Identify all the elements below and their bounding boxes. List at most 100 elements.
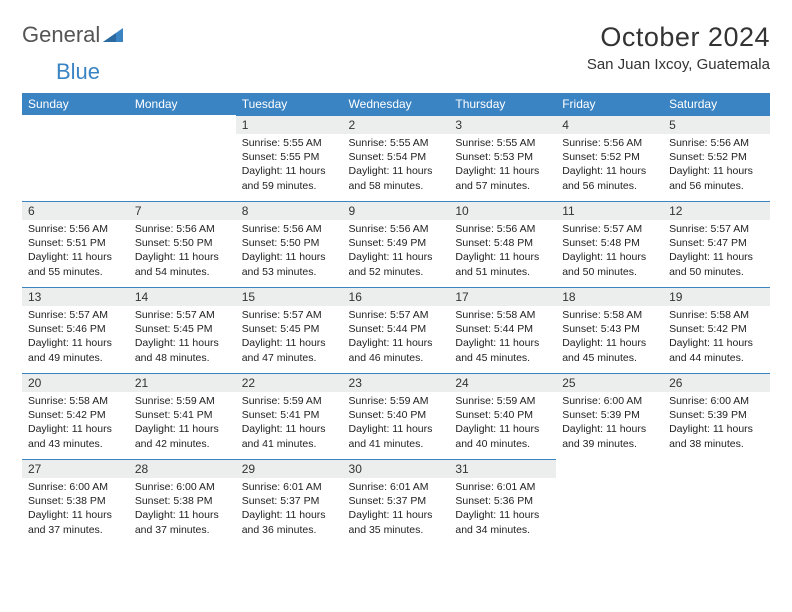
calendar-cell: 13Sunrise: 5:57 AMSunset: 5:46 PMDayligh…	[22, 287, 129, 373]
day-details: Sunrise: 5:57 AMSunset: 5:47 PMDaylight:…	[663, 220, 770, 283]
calendar-cell: 19Sunrise: 5:58 AMSunset: 5:42 PMDayligh…	[663, 287, 770, 373]
day-number: 31	[449, 459, 556, 478]
day-details: Sunrise: 5:59 AMSunset: 5:41 PMDaylight:…	[129, 392, 236, 455]
day-details: Sunrise: 6:01 AMSunset: 5:37 PMDaylight:…	[236, 478, 343, 541]
day-details: Sunrise: 5:56 AMSunset: 5:52 PMDaylight:…	[556, 134, 663, 197]
calendar-cell: 25Sunrise: 6:00 AMSunset: 5:39 PMDayligh…	[556, 373, 663, 459]
day-number: 22	[236, 373, 343, 392]
day-details: Sunrise: 5:58 AMSunset: 5:42 PMDaylight:…	[663, 306, 770, 369]
day-number: 26	[663, 373, 770, 392]
calendar-cell: .	[556, 459, 663, 545]
calendar-table: Sunday Monday Tuesday Wednesday Thursday…	[22, 93, 770, 545]
calendar-cell: 18Sunrise: 5:58 AMSunset: 5:43 PMDayligh…	[556, 287, 663, 373]
day-number: 11	[556, 201, 663, 220]
day-details: Sunrise: 6:00 AMSunset: 5:38 PMDaylight:…	[129, 478, 236, 541]
day-number: 10	[449, 201, 556, 220]
weekday-header: Sunday	[22, 93, 129, 115]
day-details: Sunrise: 5:57 AMSunset: 5:45 PMDaylight:…	[236, 306, 343, 369]
day-number: 16	[343, 287, 450, 306]
day-number: 19	[663, 287, 770, 306]
day-number: 25	[556, 373, 663, 392]
day-details: Sunrise: 5:58 AMSunset: 5:44 PMDaylight:…	[449, 306, 556, 369]
day-details: Sunrise: 6:01 AMSunset: 5:36 PMDaylight:…	[449, 478, 556, 541]
day-number: 21	[129, 373, 236, 392]
calendar-cell: 6Sunrise: 5:56 AMSunset: 5:51 PMDaylight…	[22, 201, 129, 287]
weekday-header: Friday	[556, 93, 663, 115]
day-number: 5	[663, 115, 770, 134]
weekday-header: Thursday	[449, 93, 556, 115]
calendar-cell: 21Sunrise: 5:59 AMSunset: 5:41 PMDayligh…	[129, 373, 236, 459]
day-details: Sunrise: 5:55 AMSunset: 5:53 PMDaylight:…	[449, 134, 556, 197]
calendar-cell: 12Sunrise: 5:57 AMSunset: 5:47 PMDayligh…	[663, 201, 770, 287]
calendar-cell: 7Sunrise: 5:56 AMSunset: 5:50 PMDaylight…	[129, 201, 236, 287]
day-number: 18	[556, 287, 663, 306]
day-number: 28	[129, 459, 236, 478]
weekday-header: Saturday	[663, 93, 770, 115]
day-number: 7	[129, 201, 236, 220]
calendar-cell: 14Sunrise: 5:57 AMSunset: 5:45 PMDayligh…	[129, 287, 236, 373]
brand-logo: General	[22, 22, 126, 48]
calendar-cell: .	[663, 459, 770, 545]
calendar-cell: 2Sunrise: 5:55 AMSunset: 5:54 PMDaylight…	[343, 115, 450, 201]
month-title: October 2024	[587, 22, 770, 53]
calendar-cell: 10Sunrise: 5:56 AMSunset: 5:48 PMDayligh…	[449, 201, 556, 287]
day-details: Sunrise: 5:56 AMSunset: 5:48 PMDaylight:…	[449, 220, 556, 283]
day-number: 17	[449, 287, 556, 306]
day-number: 13	[22, 287, 129, 306]
brand-text-gray: General	[22, 22, 100, 48]
weekday-header: Monday	[129, 93, 236, 115]
calendar-cell: 17Sunrise: 5:58 AMSunset: 5:44 PMDayligh…	[449, 287, 556, 373]
day-details: Sunrise: 5:58 AMSunset: 5:43 PMDaylight:…	[556, 306, 663, 369]
calendar-cell: 22Sunrise: 5:59 AMSunset: 5:41 PMDayligh…	[236, 373, 343, 459]
day-details: Sunrise: 5:59 AMSunset: 5:40 PMDaylight:…	[449, 392, 556, 455]
day-details: Sunrise: 5:55 AMSunset: 5:55 PMDaylight:…	[236, 134, 343, 197]
calendar-cell: 30Sunrise: 6:01 AMSunset: 5:37 PMDayligh…	[343, 459, 450, 545]
day-number: 3	[449, 115, 556, 134]
day-details: Sunrise: 5:56 AMSunset: 5:50 PMDaylight:…	[236, 220, 343, 283]
weekday-header: Tuesday	[236, 93, 343, 115]
day-details: Sunrise: 5:57 AMSunset: 5:44 PMDaylight:…	[343, 306, 450, 369]
calendar-cell: 24Sunrise: 5:59 AMSunset: 5:40 PMDayligh…	[449, 373, 556, 459]
day-number: 29	[236, 459, 343, 478]
day-details: Sunrise: 5:56 AMSunset: 5:51 PMDaylight:…	[22, 220, 129, 283]
day-details: Sunrise: 5:55 AMSunset: 5:54 PMDaylight:…	[343, 134, 450, 197]
day-details: Sunrise: 5:57 AMSunset: 5:48 PMDaylight:…	[556, 220, 663, 283]
calendar-cell: .	[22, 115, 129, 201]
day-number: 30	[343, 459, 450, 478]
day-number: 8	[236, 201, 343, 220]
calendar-row: 27Sunrise: 6:00 AMSunset: 5:38 PMDayligh…	[22, 459, 770, 545]
calendar-cell: 28Sunrise: 6:00 AMSunset: 5:38 PMDayligh…	[129, 459, 236, 545]
day-details: Sunrise: 6:01 AMSunset: 5:37 PMDaylight:…	[343, 478, 450, 541]
calendar-cell: 3Sunrise: 5:55 AMSunset: 5:53 PMDaylight…	[449, 115, 556, 201]
day-details: Sunrise: 5:56 AMSunset: 5:52 PMDaylight:…	[663, 134, 770, 197]
calendar-cell: 27Sunrise: 6:00 AMSunset: 5:38 PMDayligh…	[22, 459, 129, 545]
calendar-cell: 16Sunrise: 5:57 AMSunset: 5:44 PMDayligh…	[343, 287, 450, 373]
weekday-header: Wednesday	[343, 93, 450, 115]
calendar-cell: 8Sunrise: 5:56 AMSunset: 5:50 PMDaylight…	[236, 201, 343, 287]
brand-triangle-icon	[103, 26, 123, 44]
day-number: 9	[343, 201, 450, 220]
day-number: 23	[343, 373, 450, 392]
calendar-cell: 26Sunrise: 6:00 AMSunset: 5:39 PMDayligh…	[663, 373, 770, 459]
calendar-cell: 9Sunrise: 5:56 AMSunset: 5:49 PMDaylight…	[343, 201, 450, 287]
day-number: 27	[22, 459, 129, 478]
day-number: 24	[449, 373, 556, 392]
day-details: Sunrise: 5:59 AMSunset: 5:41 PMDaylight:…	[236, 392, 343, 455]
calendar-cell: 29Sunrise: 6:01 AMSunset: 5:37 PMDayligh…	[236, 459, 343, 545]
calendar-row: 6Sunrise: 5:56 AMSunset: 5:51 PMDaylight…	[22, 201, 770, 287]
calendar-row: ..1Sunrise: 5:55 AMSunset: 5:55 PMDaylig…	[22, 115, 770, 201]
calendar-cell: 31Sunrise: 6:01 AMSunset: 5:36 PMDayligh…	[449, 459, 556, 545]
day-details: Sunrise: 5:57 AMSunset: 5:46 PMDaylight:…	[22, 306, 129, 369]
calendar-row: 20Sunrise: 5:58 AMSunset: 5:42 PMDayligh…	[22, 373, 770, 459]
weekday-header-row: Sunday Monday Tuesday Wednesday Thursday…	[22, 93, 770, 115]
day-details: Sunrise: 5:57 AMSunset: 5:45 PMDaylight:…	[129, 306, 236, 369]
day-details: Sunrise: 6:00 AMSunset: 5:39 PMDaylight:…	[663, 392, 770, 455]
calendar-row: 13Sunrise: 5:57 AMSunset: 5:46 PMDayligh…	[22, 287, 770, 373]
calendar-cell: 20Sunrise: 5:58 AMSunset: 5:42 PMDayligh…	[22, 373, 129, 459]
day-number: 20	[22, 373, 129, 392]
day-details: Sunrise: 5:56 AMSunset: 5:49 PMDaylight:…	[343, 220, 450, 283]
day-number: 14	[129, 287, 236, 306]
day-number: 4	[556, 115, 663, 134]
day-details: Sunrise: 6:00 AMSunset: 5:39 PMDaylight:…	[556, 392, 663, 455]
day-details: Sunrise: 5:59 AMSunset: 5:40 PMDaylight:…	[343, 392, 450, 455]
